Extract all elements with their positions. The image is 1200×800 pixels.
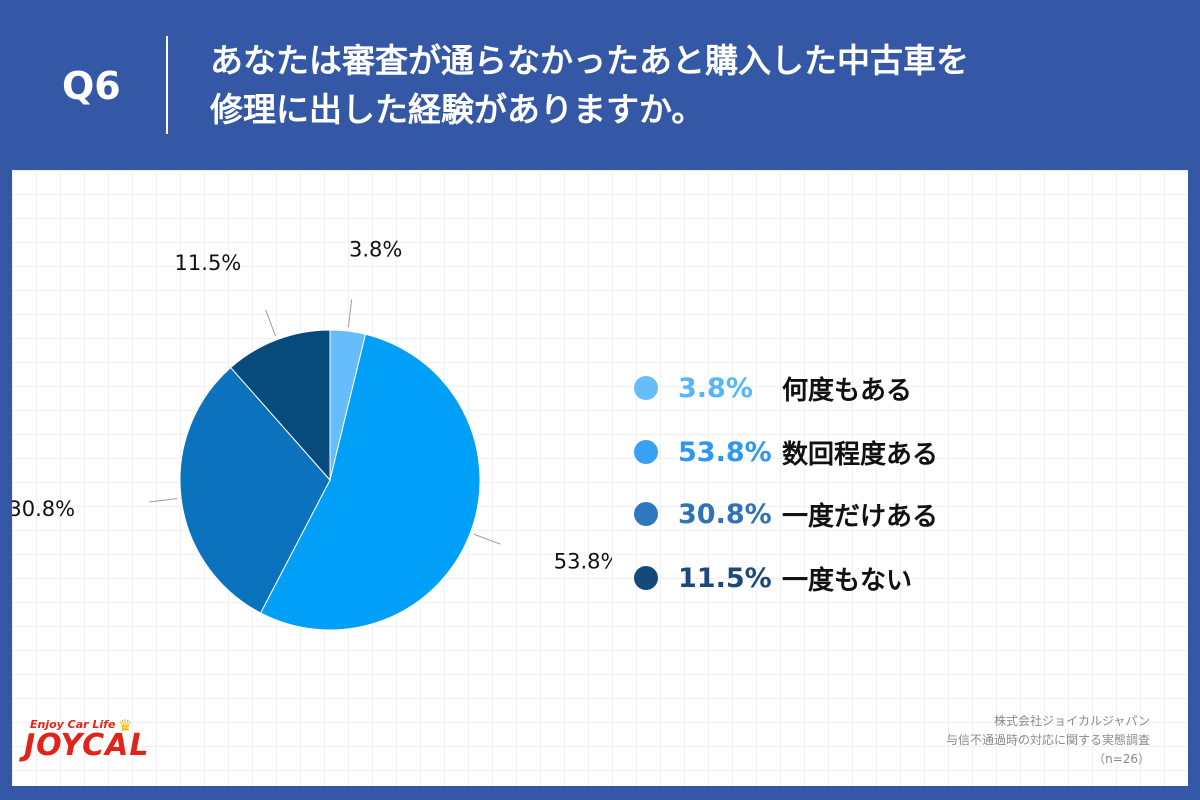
question-text: あなたは審査が通らなかったあと購入した中古車を 修理に出した経験がありますか。 xyxy=(210,36,1170,134)
footer-company: 株式会社ジョイカルジャパン xyxy=(993,714,1150,728)
legend-dot xyxy=(634,376,658,400)
legend-label: 数回程度ある xyxy=(782,439,939,470)
legend-item: 30.8% 一度だけある xyxy=(632,494,1052,534)
crown-icon: ♛ xyxy=(118,716,133,735)
leader-line xyxy=(265,309,276,337)
chart-card: 3.8% 53.8% 30.8% 11.5% 3.8% 何度もある 53.8% 数回程… xyxy=(12,170,1188,786)
pie-slice xyxy=(230,329,331,482)
data-label: 30.8% xyxy=(12,497,75,521)
footer-sample-size: （n=26） xyxy=(1093,752,1150,766)
question-number: Q6 xyxy=(62,64,121,108)
header-divider xyxy=(166,36,168,134)
legend-item: 11.5% 一度もない xyxy=(632,558,1052,598)
legend-item: 3.8% 何度もある xyxy=(632,368,1052,408)
header: Q6 あなたは審査が通らなかったあと購入した中古車を 修理に出した経験があります… xyxy=(0,0,1200,170)
data-label: 11.5% xyxy=(175,251,242,275)
pie-slice xyxy=(179,366,331,614)
leader-line xyxy=(473,533,501,545)
logo-wordmark: JOYCAL xyxy=(24,728,150,763)
legend-value: 11.5% xyxy=(678,562,772,594)
question-line-1: あなたは審査が通らなかったあと購入した中古車を xyxy=(210,41,969,80)
question-line-2: 修理に出した経験がありますか。 xyxy=(210,90,705,129)
legend-label: 一度だけある xyxy=(782,501,939,532)
footer-survey: 与信不通過時の対応に関する実態調査 xyxy=(945,733,1150,747)
joycal-logo: ♛ Enjoy Car Life JOYCAL xyxy=(24,716,174,776)
data-label: 3.8% xyxy=(349,238,402,262)
footer-note: 株式会社ジョイカルジャパン 与信不通過時の対応に関する実態調査 （n=26） xyxy=(830,712,1150,769)
legend-item: 53.8% 数回程度ある xyxy=(632,432,1052,472)
logo-tagline: Enjoy Car Life xyxy=(30,718,116,731)
pie-slice xyxy=(259,333,481,631)
legend-label: 何度もある xyxy=(782,375,913,406)
leader-line xyxy=(149,498,178,503)
legend-value: 30.8% xyxy=(678,498,772,530)
legend-dot xyxy=(634,502,658,526)
leader-line xyxy=(347,299,353,328)
legend-value: 53.8% xyxy=(678,436,772,468)
legend-value: 3.8% xyxy=(678,372,753,404)
data-label: 53.8% xyxy=(554,550,612,574)
legend-dot xyxy=(634,566,658,590)
legend-dot xyxy=(634,440,658,464)
legend-label: 一度もない xyxy=(782,565,913,596)
pie-chart: 3.8% 53.8% 30.8% 11.5% xyxy=(12,238,612,631)
